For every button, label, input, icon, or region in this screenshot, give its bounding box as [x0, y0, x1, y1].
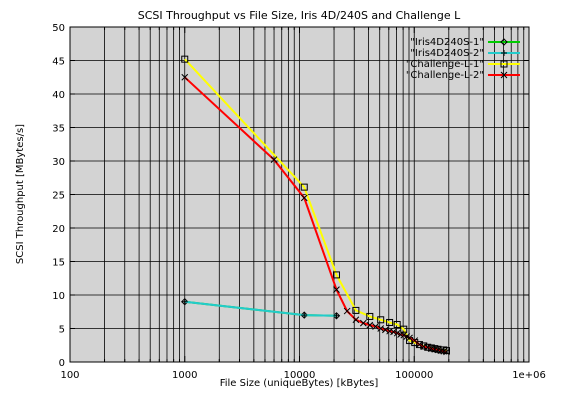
data-point — [332, 271, 340, 279]
data-point — [333, 312, 340, 319]
data-point — [382, 326, 389, 334]
data-point — [359, 319, 367, 327]
data-point — [366, 312, 374, 320]
legend-label: "Iris4D240S-2" — [410, 48, 484, 59]
data-point — [366, 321, 374, 329]
data-point — [343, 307, 351, 315]
chart-title: SCSI Throughput vs File Size, Iris 4D/24… — [138, 9, 461, 22]
data-point — [301, 312, 308, 319]
legend-marker — [500, 60, 508, 68]
data-point — [372, 323, 379, 330]
legend-marker — [500, 71, 508, 79]
x-tick-label: 100000 — [395, 370, 433, 381]
data-point — [181, 73, 189, 81]
data-point — [443, 348, 450, 356]
x-tick-label: 1e+06 — [512, 370, 546, 381]
y-tick-label: 5 — [59, 325, 65, 336]
data-point — [400, 325, 408, 333]
y-tick-label: 25 — [52, 191, 65, 202]
y-tick-label: 15 — [52, 258, 65, 269]
data-point — [406, 334, 413, 342]
y-tick-label: 30 — [52, 157, 65, 168]
axis-layer: 0 5 10 15 20 25 30 35 40 45 50 100 1000 10000 100000 1e… — [52, 23, 546, 381]
y-tick-label: 35 — [52, 124, 65, 135]
y-tick-label: 40 — [52, 90, 65, 101]
x-tick-label: 1000 — [172, 370, 197, 381]
y-axis-label: SCSI Throughput [MBytes/s] — [15, 124, 26, 264]
data-point — [352, 316, 360, 324]
grid — [70, 27, 529, 362]
data-point — [424, 343, 432, 351]
data-point — [333, 286, 340, 293]
series-4 — [181, 73, 450, 356]
series-2 — [181, 298, 340, 319]
legend-marker — [500, 38, 508, 46]
data-point — [393, 320, 401, 328]
data-point — [415, 341, 423, 349]
legend-marker — [501, 50, 507, 56]
legend-label: "Challenge-L-1" — [406, 59, 484, 70]
legend-label: "Challenge-L-2" — [406, 70, 484, 81]
data-point — [270, 156, 278, 164]
x-tick-label: 10000 — [284, 370, 316, 381]
y-tick-label: 50 — [52, 23, 65, 34]
data-point — [416, 341, 423, 348]
series-line — [184, 76, 447, 353]
x-tick-label: 100 — [60, 370, 79, 381]
series-layer — [181, 55, 450, 356]
data-point — [377, 325, 385, 332]
data-point — [377, 316, 385, 324]
data-point — [300, 194, 308, 202]
y-tick-label: 20 — [52, 224, 65, 235]
y-tick-label: 10 — [52, 291, 65, 302]
data-point — [393, 329, 401, 337]
data-point — [386, 318, 394, 326]
data-point — [181, 55, 189, 63]
data-point — [300, 183, 308, 191]
data-point — [181, 298, 188, 305]
x-axis-label: File Size (uniqueBytes) [kBytes] — [220, 378, 379, 389]
legend-label: "Iris4D240S-1" — [410, 37, 484, 48]
data-point — [390, 328, 397, 336]
y-tick-label: 0 — [59, 358, 65, 369]
y-tick-label: 45 — [52, 57, 65, 68]
data-point — [352, 306, 360, 314]
legend: "Iris4D240S-1""Iris4D240S-2""Challenge-L… — [406, 37, 520, 81]
